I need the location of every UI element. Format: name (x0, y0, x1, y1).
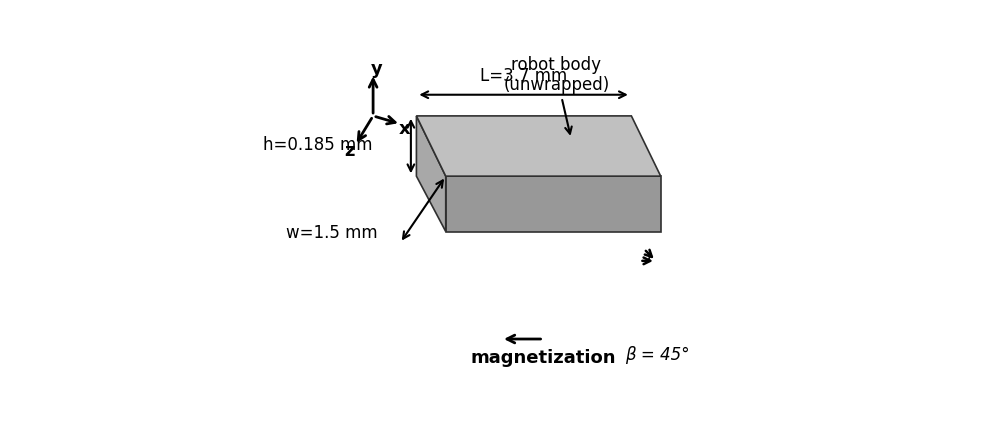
Text: z: z (344, 142, 355, 160)
Polygon shape (446, 176, 661, 231)
Polygon shape (416, 116, 661, 176)
Text: L=3.7 mm: L=3.7 mm (480, 67, 568, 85)
Text: x: x (399, 120, 411, 138)
Text: robot body
(unwrapped): robot body (unwrapped) (503, 56, 610, 134)
Text: y: y (371, 60, 383, 78)
Text: h=0.185 mm: h=0.185 mm (263, 136, 372, 154)
Text: magnetization: magnetization (471, 349, 616, 367)
Text: w=1.5 mm: w=1.5 mm (286, 224, 377, 242)
Text: β = 45°: β = 45° (625, 346, 690, 363)
Polygon shape (416, 116, 446, 231)
